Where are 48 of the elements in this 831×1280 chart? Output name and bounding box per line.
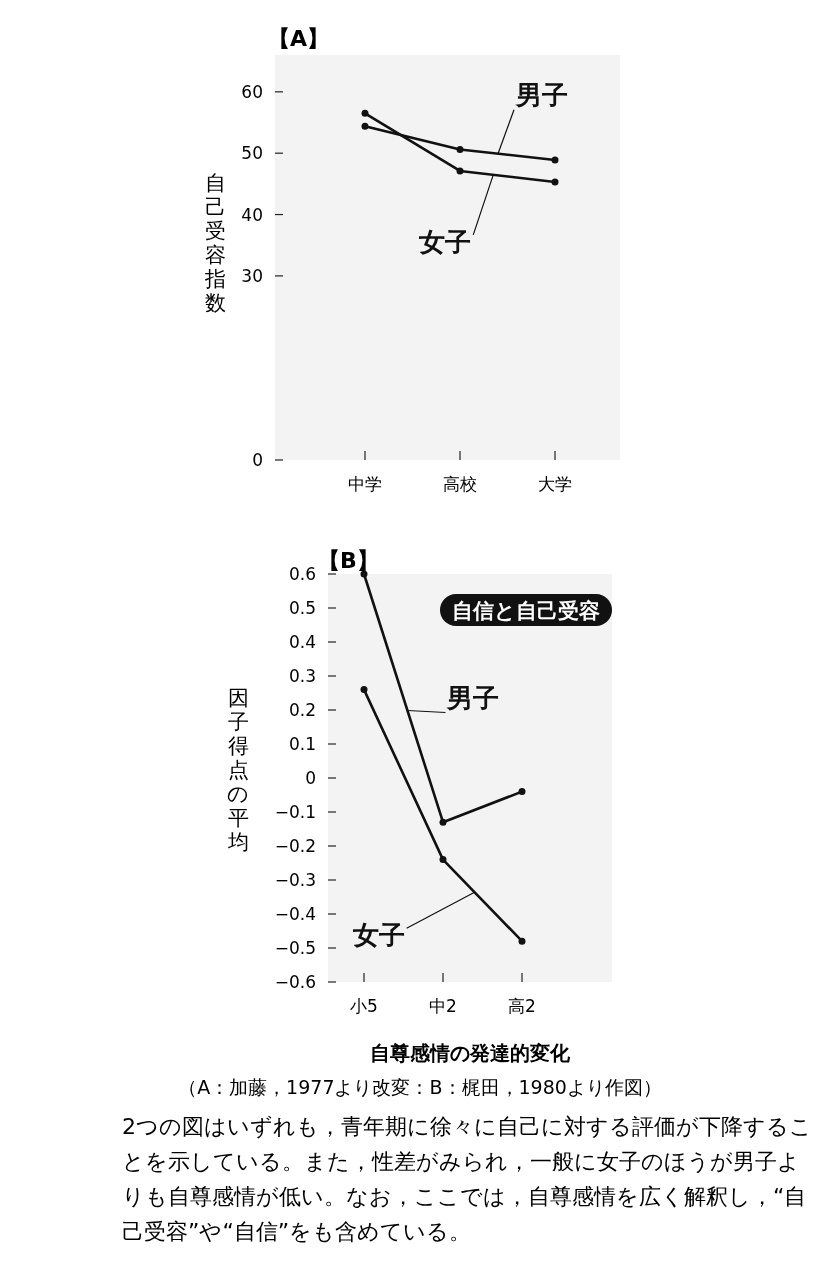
x-tick-label: 大学 xyxy=(538,474,572,494)
y-tick-label: 0.1 xyxy=(288,734,316,754)
text: 女子 xyxy=(351,920,405,951)
y-tick-label: 0 xyxy=(305,768,316,788)
y-tick-label: −0.3 xyxy=(274,870,316,890)
text: 2つの図はいずれも，青年期に徐々に自己に対する評価が下降することを示している。また，性差がみられ，一般に女子のほうが男子よりも自尊感情が低い。なお，ここでは，自尊感情を広く解釈し，“自己受容”や“自信”をも含めている。 xyxy=(122,1114,812,1244)
x-tick-label: 高校 xyxy=(443,474,477,494)
y-tick-label: 60 xyxy=(241,81,263,102)
x-tick-label: 高2 xyxy=(508,996,536,1016)
point xyxy=(439,856,447,864)
y-tick-label: 0.4 xyxy=(288,632,316,652)
y-tick-label: 0.2 xyxy=(288,700,316,720)
text: （A：加藤，1977より改変：B：梶田，1980より作図） xyxy=(178,1076,662,1098)
y-tick-label: −0.2 xyxy=(274,836,316,856)
y-axis-title: 因子得点の平均 xyxy=(226,686,249,854)
point xyxy=(360,570,368,578)
y-tick-label: −0.1 xyxy=(274,802,316,822)
point xyxy=(551,156,559,164)
legend-label: 女子 xyxy=(418,226,472,257)
legend-label: 男子 xyxy=(446,682,500,713)
point xyxy=(518,937,526,945)
y-tick-label: −0.5 xyxy=(274,938,316,958)
point xyxy=(518,788,526,796)
y-tick-label: 0.5 xyxy=(288,598,316,618)
y-tick-label: 0 xyxy=(252,450,263,470)
point xyxy=(361,109,369,117)
annotation: 自信と自己受容 xyxy=(452,599,600,623)
y-tick-label: 0.3 xyxy=(288,666,316,686)
point xyxy=(361,122,369,130)
y-tick-label: −0.4 xyxy=(274,904,316,924)
x-tick-label: 中2 xyxy=(429,996,457,1016)
y-tick-label: 40 xyxy=(241,204,263,225)
x-tick-label: 小5 xyxy=(350,996,378,1016)
point xyxy=(456,146,464,153)
y-tick-label: 30 xyxy=(241,265,263,286)
y-tick-label: −0.6 xyxy=(274,972,316,992)
text: 自尊感情の発達的変化 xyxy=(370,1041,571,1065)
chart-title: 【B】 xyxy=(318,548,379,573)
y-tick-label: 50 xyxy=(241,143,263,164)
point xyxy=(439,818,447,826)
chart-title: 【A】 xyxy=(268,26,330,51)
x-tick-label: 中学 xyxy=(348,474,382,494)
point xyxy=(360,686,368,694)
point xyxy=(456,167,464,175)
y-axis-title: 自己受容指数 xyxy=(203,171,226,315)
point xyxy=(551,178,559,186)
y-tick-label: 0.6 xyxy=(288,564,316,584)
series-label: 男子 xyxy=(515,79,568,110)
